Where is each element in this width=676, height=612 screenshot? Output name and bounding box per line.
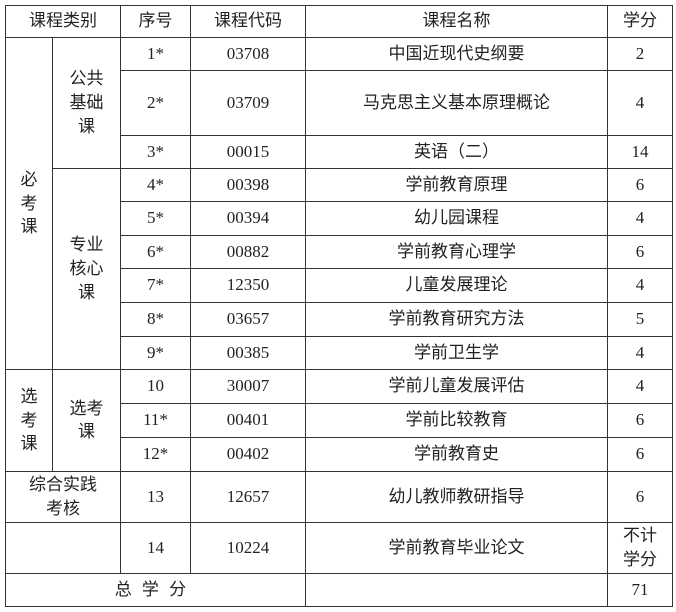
header-seq: 序号 xyxy=(120,5,191,38)
code: 03708 xyxy=(190,37,306,71)
group-core: 专业核心课 xyxy=(52,168,121,370)
course-table: 课程类别 序号 课程代码 课程名称 学分 必考课 公共基础课 1* 03708 中国… xyxy=(5,5,673,607)
table-row: 3* 00015 英语（二） 14 xyxy=(6,135,673,169)
code: 12350 xyxy=(190,268,306,303)
credit: 6 xyxy=(607,235,673,269)
total-row: 总学分 71 xyxy=(5,573,673,607)
group-public-basic: 公共基础课 xyxy=(52,37,121,169)
seq: 5* xyxy=(120,201,191,236)
seq: 2* xyxy=(120,70,191,136)
group-label: 综合实践考核 xyxy=(28,475,97,518)
code: 30007 xyxy=(190,369,306,404)
group-label: 专业核心课 xyxy=(69,235,104,302)
table-row: 必考课 公共基础课 1* 03708 中国近现代史纲要 2 xyxy=(5,37,673,370)
credit: 6 xyxy=(607,437,673,472)
group-label: 公共基础课 xyxy=(69,69,104,136)
table-row: 8* 03657 学前教育研究方法 5 xyxy=(6,302,673,337)
header-row: 课程类别 序号 课程代码 课程名称 学分 xyxy=(5,5,673,38)
code: 10224 xyxy=(190,522,306,574)
code: 00394 xyxy=(190,201,306,236)
seq: 4* xyxy=(120,168,191,202)
table-row: 7* 12350 儿童发展理论 4 xyxy=(6,268,673,303)
table-row: 2* 03709 马克思主义基本原理概论 4 xyxy=(6,70,673,136)
seq: 12* xyxy=(120,437,191,472)
group-label: 选考课 xyxy=(20,386,38,454)
seq: 14 xyxy=(120,522,191,574)
code: 00398 xyxy=(190,168,306,202)
credit: 2 xyxy=(607,37,673,71)
credit: 4 xyxy=(607,201,673,236)
name: 学前卫生学 xyxy=(305,336,608,370)
empty-cell xyxy=(305,573,608,607)
table-row: 5* 00394 幼儿园课程 4 xyxy=(6,201,673,236)
header-name: 课程名称 xyxy=(305,5,608,38)
name: 学前教育史 xyxy=(305,437,608,472)
table-row: 14 10224 学前教育毕业论文 不计学分 xyxy=(5,522,673,574)
name: 英语（二） xyxy=(305,135,608,169)
group-required: 必考课 xyxy=(5,37,53,370)
credit: 4 xyxy=(607,70,673,136)
name: 幼儿教师教研指导 xyxy=(305,471,608,523)
seq: 11* xyxy=(120,403,191,438)
seq: 10 xyxy=(120,369,191,404)
table-row: 12* 00402 学前教育史 6 xyxy=(6,437,673,472)
credit: 4 xyxy=(607,336,673,370)
name: 学前比较教育 xyxy=(305,403,608,438)
group-elective-sub: 选考课 xyxy=(52,369,121,472)
credit: 不计学分 xyxy=(607,522,673,574)
name: 学前教育研究方法 xyxy=(305,302,608,337)
code: 03657 xyxy=(190,302,306,337)
seq: 3* xyxy=(120,135,191,169)
credit-label: 不计学分 xyxy=(623,526,657,569)
header-category: 课程类别 xyxy=(5,5,121,38)
seq: 6* xyxy=(120,235,191,269)
group-elective: 选考课 xyxy=(5,369,53,472)
seq: 7* xyxy=(120,268,191,303)
seq: 9* xyxy=(120,336,191,370)
code: 00402 xyxy=(190,437,306,472)
group-label: 选考课 xyxy=(69,398,104,442)
group-practice: 综合实践考核 xyxy=(5,471,121,523)
table-row: 6* 00882 学前教育心理学 6 xyxy=(6,235,673,269)
name: 马克思主义基本原理概论 xyxy=(305,70,608,136)
header-code: 课程代码 xyxy=(190,5,306,38)
code: 03709 xyxy=(190,70,306,136)
name: 学前教育毕业论文 xyxy=(305,522,608,574)
code: 00015 xyxy=(190,135,306,169)
table-row: 选考课 选考课 10 30007 学前儿童发展评估 4 xyxy=(5,369,673,472)
group-label: 必考课 xyxy=(20,169,38,237)
name: 儿童发展理论 xyxy=(305,268,608,303)
table-row: 专业核心课 4* 00398 学前教育原理 6 xyxy=(6,168,673,370)
code: 00882 xyxy=(190,235,306,269)
name: 学前教育心理学 xyxy=(305,235,608,269)
total-label: 总学分 xyxy=(5,573,306,607)
name: 学前教育原理 xyxy=(305,168,608,202)
credit: 6 xyxy=(607,168,673,202)
empty-cell xyxy=(5,522,121,574)
code: 00401 xyxy=(190,403,306,438)
credit: 6 xyxy=(607,403,673,438)
table-row: 11* 00401 学前比较教育 6 xyxy=(6,403,673,438)
header-credit: 学分 xyxy=(607,5,673,38)
name: 中国近现代史纲要 xyxy=(305,37,608,71)
code: 00385 xyxy=(190,336,306,370)
credit: 4 xyxy=(607,369,673,404)
table-row: 9* 00385 学前卫生学 4 xyxy=(6,336,673,370)
name: 幼儿园课程 xyxy=(305,201,608,236)
code: 12657 xyxy=(190,471,306,523)
credit: 6 xyxy=(607,471,673,523)
credit: 14 xyxy=(607,135,673,169)
seq: 8* xyxy=(120,302,191,337)
total-value: 71 xyxy=(607,573,673,607)
credit: 4 xyxy=(607,268,673,303)
seq: 1* xyxy=(120,37,191,71)
table-row: 综合实践考核 13 12657 幼儿教师教研指导 6 xyxy=(5,471,673,523)
total-label-text: 总学分 xyxy=(114,579,197,599)
name: 学前儿童发展评估 xyxy=(305,369,608,404)
credit: 5 xyxy=(607,302,673,337)
seq: 13 xyxy=(120,471,191,523)
